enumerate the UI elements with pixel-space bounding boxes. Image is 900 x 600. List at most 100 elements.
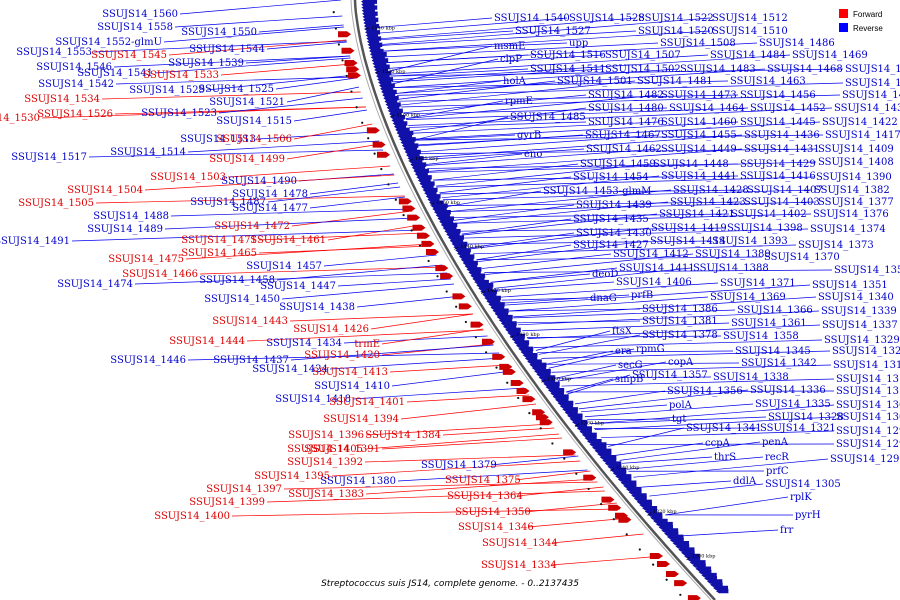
gene-label-frr[interactable]: frr	[780, 525, 793, 536]
gene-label-ssujs14-1550[interactable]: SSUJS14_1550	[181, 27, 257, 38]
gene-label-era[interactable]: era	[615, 346, 632, 357]
gene-label-ssujs14-1431[interactable]: SSUJS14_1431	[744, 144, 820, 155]
gene-label-ssujs14-1364[interactable]: SSUJS14_1364	[447, 491, 523, 502]
gene-label-trme[interactable]: trmE	[354, 339, 380, 350]
gene-label-ssujs14-1397[interactable]: SSUJS14_1397	[206, 484, 282, 495]
gene-label-ssujs14-1352[interactable]: SSUJS14_1352	[834, 265, 900, 276]
gene-label-ssujs14-1305[interactable]: SSUJS14_1305	[765, 479, 841, 490]
gene-label-ssujs14-1403[interactable]: SSUJS14_1403	[744, 197, 820, 208]
gene-label-ssujs14-1417[interactable]: SSUJS14_1417	[825, 130, 900, 141]
gene-label-ccpa[interactable]: ccpA	[705, 438, 731, 449]
gene-label-ssujs14-1499[interactable]: SSUJS14_1499	[209, 154, 285, 165]
gene-label-ssujs14-1429[interactable]: SSUJS14_1429	[740, 159, 816, 170]
gene-label-ssujs14-1558[interactable]: SSUJS14_1558	[97, 22, 173, 33]
gene-label-ssujs14-1437[interactable]: SSUJS14_1437	[213, 355, 289, 366]
gene-label-ssujs14-1321[interactable]: SSUJS14_1321	[760, 423, 836, 434]
gene-label-ssujs14-1480[interactable]: SSUJS14_1480	[588, 103, 664, 114]
gene-label-ssujs14-1339[interactable]: SSUJS14_1339	[821, 306, 897, 317]
gene-label-pena[interactable]: penA	[762, 437, 789, 448]
gene-label-ssujs14-1512[interactable]: SSUJS14_1512	[712, 13, 788, 24]
gene-label-ssujs14-1459[interactable]: SSUJS14_1459	[580, 159, 656, 170]
gene-label-ssujs14-1513[interactable]: SSUJS14_1513	[180, 134, 256, 145]
gene-label-ssujs14-1502[interactable]: SSUJS14_1502	[605, 64, 681, 75]
gene-label-ssujs14-1379[interactable]: SSUJS14_1379	[421, 460, 497, 471]
gene-label-ssujs14-1338[interactable]: SSUJS14_1338	[713, 372, 789, 383]
gene-label-ssujs14-1466[interactable]: SSUJS14_1466	[122, 269, 198, 280]
gene-label-ftsx[interactable]: ftsX	[612, 326, 633, 337]
gene-label-deod[interactable]: deoD	[592, 269, 618, 280]
gene-label-ssujs14-1517[interactable]: SSUJS14_1517	[11, 152, 87, 163]
gene-label-ssujs14-1297[interactable]: SSUJS14_1297	[836, 426, 900, 437]
gene-label-ssujs14-1545[interactable]: SSUJS14_1545	[91, 50, 167, 61]
gene-label-ssujs14-1435[interactable]: SSUJS14_1435	[573, 214, 649, 225]
gene-label-ssujs14-1465[interactable]: SSUJS14_1465	[181, 248, 257, 259]
gene-label-secg[interactable]: secG	[618, 360, 643, 371]
gene-label-ssujs14-1487[interactable]: SSUJS14_1487	[190, 197, 266, 208]
gene-label-ssujs14-1444[interactable]: SSUJS14_1444	[169, 336, 245, 347]
gene-label-ssujs14-1335[interactable]: SSUJS14_1335	[755, 399, 831, 410]
gene-label-ssujs14-1408[interactable]: SSUJS14_1408	[818, 157, 894, 168]
gene-label-ssujs14-1419[interactable]: SSUJS14_1419	[651, 223, 727, 234]
gene-label-ssujs14-1515[interactable]: SSUJS14_1515	[216, 116, 292, 127]
gene-label-ssujs14-1506[interactable]: SSUJS14_1506	[216, 134, 292, 145]
gene-label-ssujs14-1481[interactable]: SSUJS14_1481	[637, 76, 713, 87]
gene-label-ssujs14-1528[interactable]: SSUJS14_1528	[569, 13, 645, 24]
gene-label-ssujs14-1482[interactable]: SSUJS14_1482	[588, 90, 664, 101]
gene-label-ssujs14-1474[interactable]: SSUJS14_1474	[57, 279, 133, 290]
gene-label-ssujs14-1410[interactable]: SSUJS14_1410	[314, 381, 390, 392]
gene-label-ssujs14-1542[interactable]: SSUJS14_1542	[38, 79, 114, 90]
gene-label-ssujs14-1328[interactable]: SSUJS14_1328	[768, 412, 844, 423]
gene-label-ssujs14-1424[interactable]: SSUJS14_1424	[252, 364, 328, 375]
gene-label-ssujs14-1407[interactable]: SSUJS14_1407	[747, 185, 823, 196]
gene-label-ssujs14-1526[interactable]: SSUJS14_1526	[37, 109, 113, 120]
gene-label-ssujs14-1402[interactable]: SSUJS14_1402	[731, 209, 807, 220]
gene-label-ssujs14-1447[interactable]: SSUJS14_1447	[260, 281, 336, 292]
gene-label-ssujs14-1336[interactable]: SSUJS14_1336	[750, 385, 826, 396]
gene-label-ssujs14-1405[interactable]: SSUJS14_1405	[287, 444, 363, 455]
gene-label-ssujs14-1560[interactable]: SSUJS14_1560	[102, 9, 178, 20]
gene-label-ssujs14-1505[interactable]: SSUJS14_1505	[18, 198, 94, 209]
gene-label-ssujs14-1501[interactable]: SSUJS14_1501	[557, 76, 633, 87]
gene-label-ssujs14-1350[interactable]: SSUJS14_1350	[455, 507, 531, 518]
gene-label-ssujs14-1449[interactable]: SSUJS14_1449	[661, 144, 737, 155]
gene-label-ssujs14-1378[interactable]: SSUJS14_1378	[642, 330, 718, 341]
gene-label-ssujs14-1341[interactable]: SSUJS14_1341	[686, 423, 762, 434]
gene-label-hola[interactable]: holA	[503, 76, 527, 87]
gene-label-prfc[interactable]: prfC	[766, 466, 789, 477]
gene-label-ddla[interactable]: ddlA	[733, 476, 757, 487]
gene-label-ssujs14-1388[interactable]: SSUJS14_1388	[693, 263, 769, 274]
gene-label-ssujs14-1539[interactable]: SSUJS14_1539	[168, 58, 244, 69]
gene-label-tgt[interactable]: tgt	[672, 414, 686, 425]
gene-label-ssujs14-1523[interactable]: SSUJS14_1523	[141, 108, 217, 119]
gene-label-ssujs14-1351[interactable]: SSUJS14_1351	[812, 280, 888, 291]
gene-label-ssujs14-1334[interactable]: SSUJS14_1334	[481, 560, 557, 571]
gene-label-ssujs14-1483[interactable]: SSUJS14_1483	[680, 64, 756, 75]
gene-label-ssujs14-1383[interactable]: SSUJS14_1383	[288, 489, 364, 500]
gene-label-ssujs14-1395[interactable]: SSUJS14_1395	[254, 471, 330, 482]
gene-label-ssujs14-1443[interactable]: SSUJS14_1443	[212, 316, 288, 327]
gene-label-ssujs14-1373[interactable]: SSUJS14_1373	[798, 240, 874, 251]
gene-label-ssujs14-1290[interactable]: SSUJS14_1290	[830, 454, 900, 465]
gene-label-ssujs14-1390[interactable]: SSUJS14_1390	[816, 172, 892, 183]
gene-label-rpmg[interactable]: rpmG	[636, 344, 665, 355]
gene-label-ssujs14-1442[interactable]: SSUJS14_1442	[845, 78, 900, 89]
gene-label-ssujs14-1357[interactable]: SSUJS14_1357	[632, 370, 708, 381]
gene-label-ssujs14-1477[interactable]: SSUJS14_1477	[232, 203, 308, 214]
gene-label-ssujs14-1432[interactable]: SSUJS14_1432	[834, 103, 900, 114]
gene-label-pola[interactable]: polA	[669, 400, 693, 411]
gene-label-ssujs14-1409[interactable]: SSUJS14_1409	[818, 144, 894, 155]
gene-label-ssujs14-1438[interactable]: SSUJS14_1438	[279, 302, 355, 313]
gene-label-ssujs14-1441[interactable]: SSUJS14_1441	[661, 171, 737, 182]
gene-label-ssujs14-1508[interactable]: SSUJS14_1508	[660, 38, 736, 49]
gene-label-ssujs14-1520[interactable]: SSUJS14_1520	[638, 26, 714, 37]
gene-label-upp[interactable]: upp	[569, 38, 588, 49]
gene-label-ssujs14-1455[interactable]: SSUJS14_1455	[661, 130, 737, 141]
gene-label-ssujs14-1422[interactable]: SSUJS14_1422	[822, 117, 898, 128]
gene-label-ssujs14-1391[interactable]: SSUJS14_1391	[304, 444, 380, 455]
gene-label-copa[interactable]: copA	[668, 357, 694, 368]
gene-label-ssujs14-1369[interactable]: SSUJS14_1369	[710, 292, 786, 303]
gene-label-ssujs14-1486[interactable]: SSUJS14_1486	[759, 38, 835, 49]
gene-label-ssujs14-1340[interactable]: SSUJS14_1340	[818, 292, 894, 303]
gene-label-ssujs14-1376[interactable]: SSUJS14_1376	[813, 209, 889, 220]
gene-label-ssujs14-1356[interactable]: SSUJS14_1356	[667, 386, 743, 397]
